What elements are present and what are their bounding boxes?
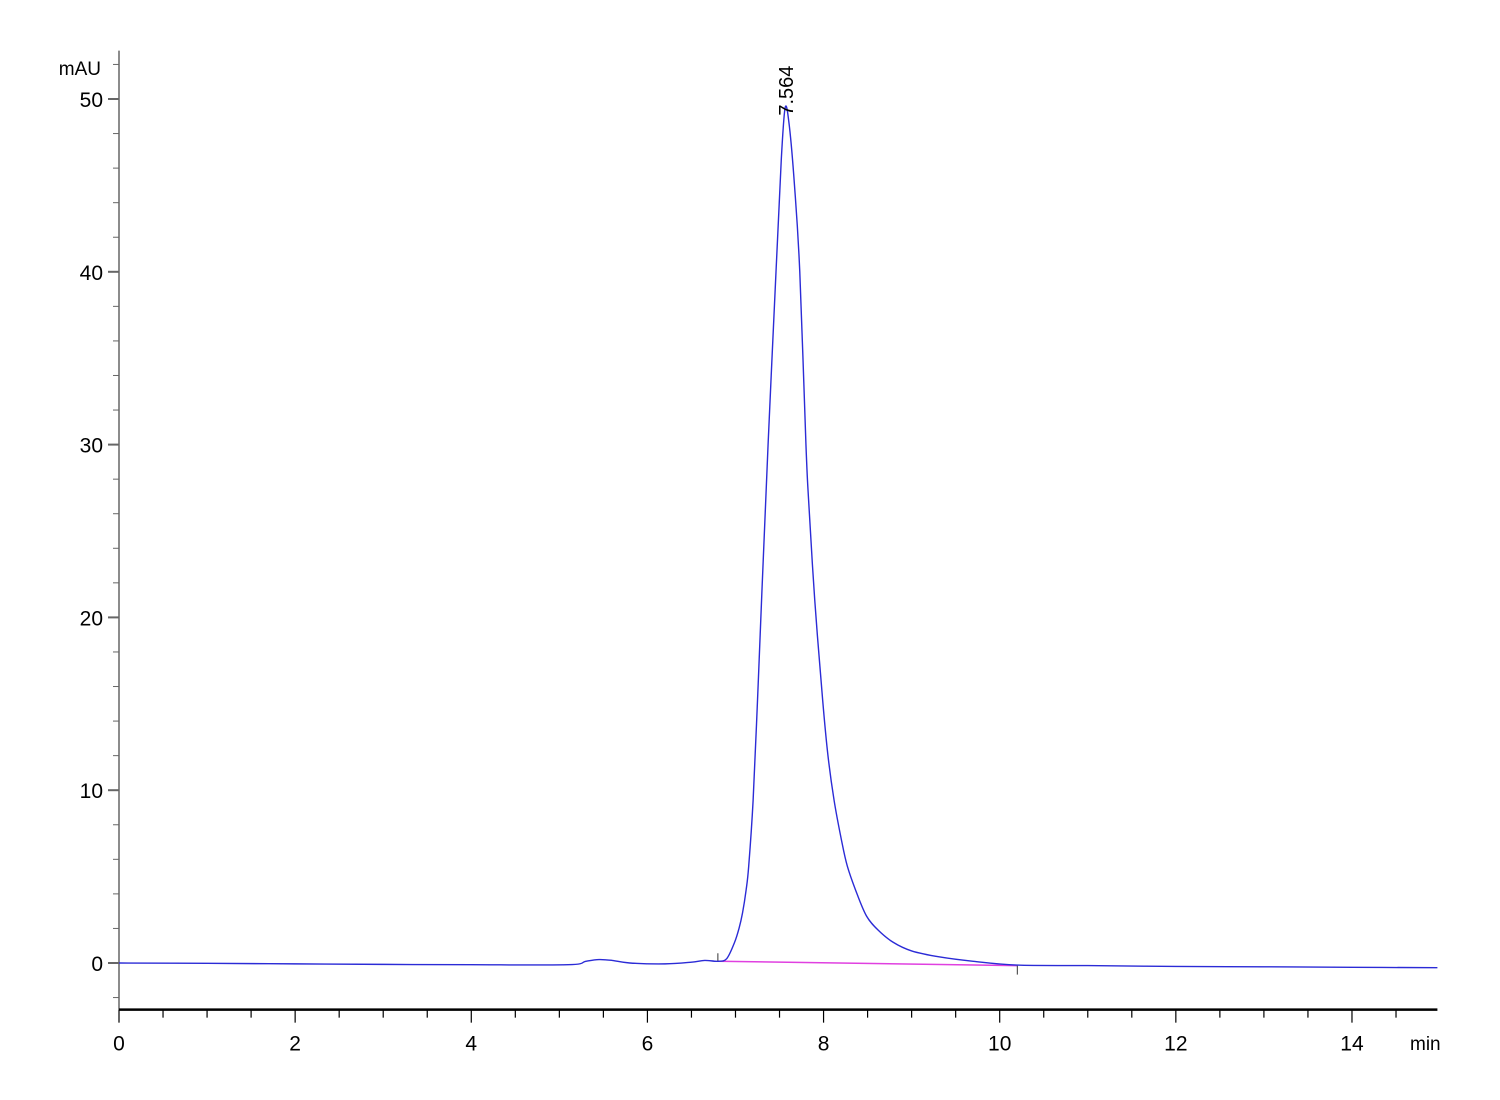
x-tick-label: 2 bbox=[289, 1033, 301, 1056]
x-tick-label: 14 bbox=[1340, 1033, 1364, 1056]
y-tick-label: 20 bbox=[80, 607, 103, 630]
plot-area: 7.564 bbox=[118, 66, 1438, 975]
y-tick-label: 50 bbox=[80, 89, 103, 112]
integration-baseline bbox=[717, 960, 1018, 967]
axes: 0 10 20 30 40 50 0 2 4 6 8 10 12 14 bbox=[80, 50, 1438, 1056]
x-tick-label: 6 bbox=[642, 1033, 654, 1056]
signal-trace bbox=[118, 105, 1438, 969]
x-tick-label: 0 bbox=[113, 1033, 125, 1056]
peak-retention-time-label: 7.564 bbox=[776, 66, 798, 116]
y-tick-label: 0 bbox=[91, 953, 103, 976]
y-tick-label: 10 bbox=[80, 780, 103, 803]
y-axis-label: mAU bbox=[59, 59, 101, 80]
x-tick-label: 10 bbox=[988, 1033, 1011, 1056]
y-tick-label: 40 bbox=[80, 262, 103, 285]
x-tick-label: 12 bbox=[1164, 1033, 1187, 1056]
y-tick-label: 30 bbox=[80, 435, 103, 458]
x-tick-label: 4 bbox=[465, 1033, 477, 1056]
x-tick-label: 8 bbox=[818, 1033, 830, 1056]
x-axis-label: min bbox=[1410, 1034, 1441, 1055]
